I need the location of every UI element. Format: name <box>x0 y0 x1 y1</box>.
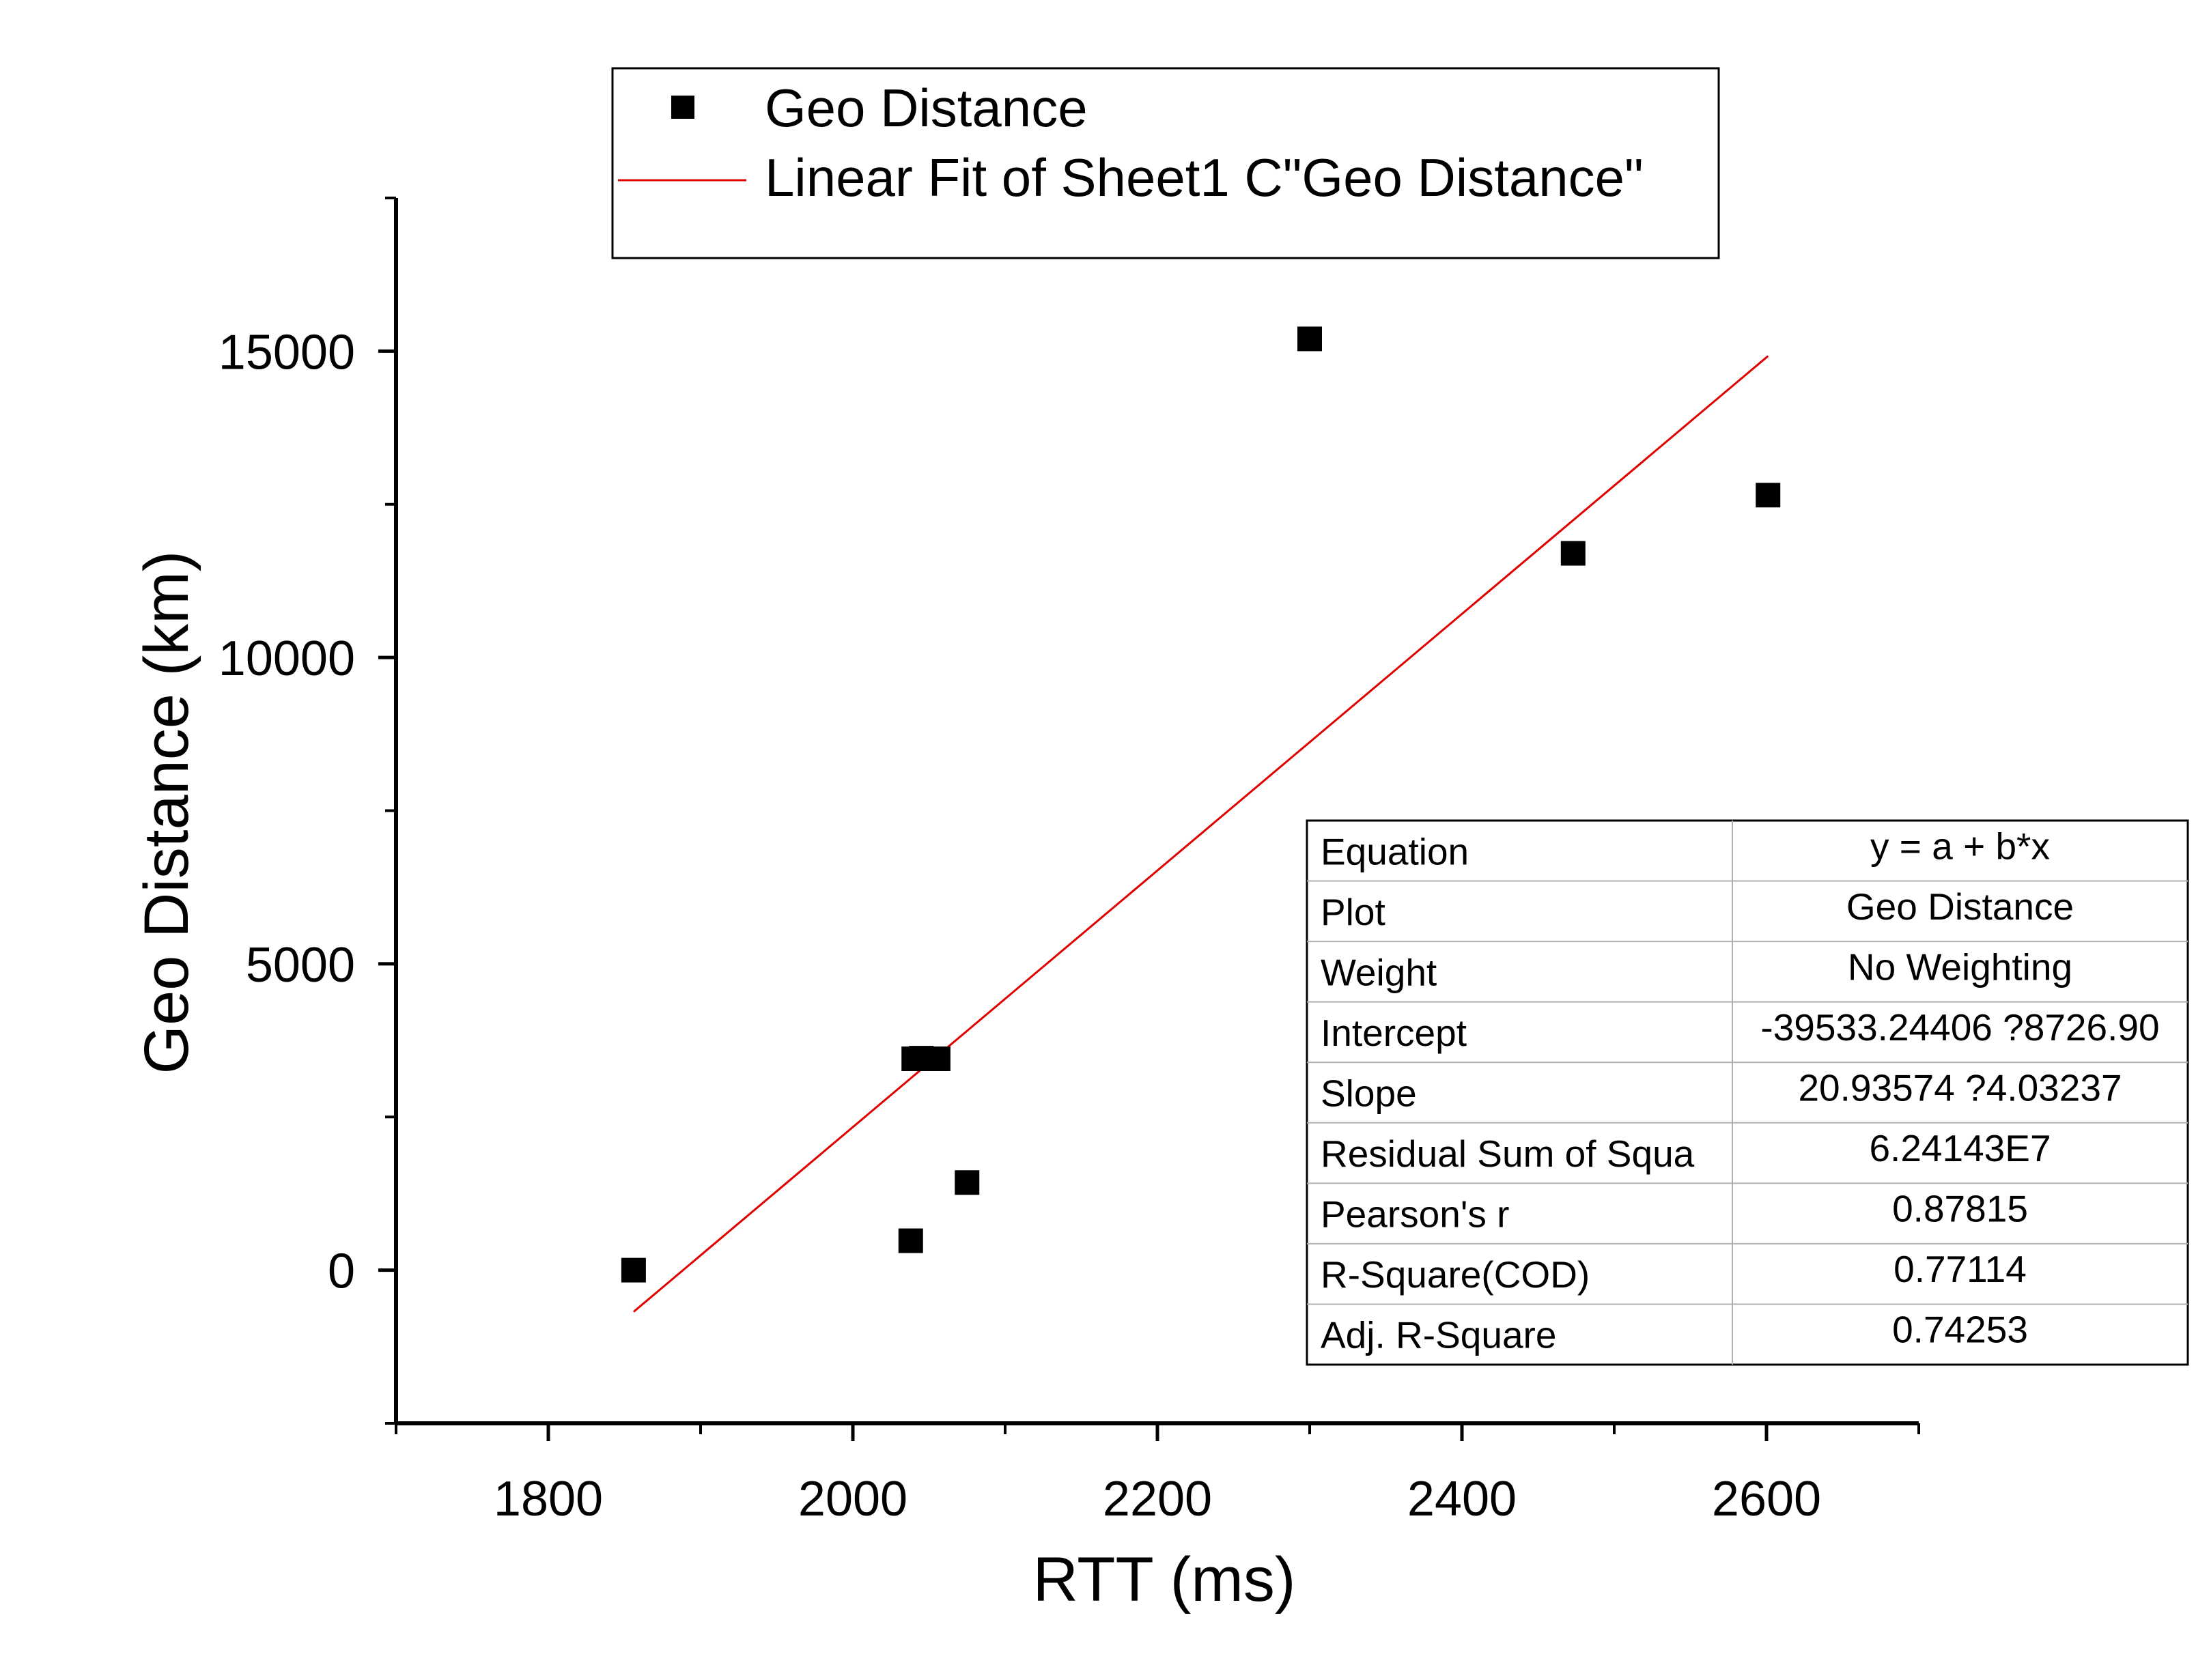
stats-row-value: y = a + b*x <box>1870 825 2050 867</box>
data-point <box>1756 483 1781 508</box>
x-tick-label: 2000 <box>798 1472 907 1526</box>
stats-row-label: Adj. R-Square <box>1321 1314 1556 1356</box>
x-tick-label: 2600 <box>1712 1472 1821 1526</box>
stats-row-value: Geo Distance <box>1846 885 2074 928</box>
stats-row-label: Pearson's r <box>1321 1193 1509 1236</box>
legend-marker-square <box>671 96 694 119</box>
fit-line-layer <box>632 355 1769 1313</box>
stats-row-value: -39533.24406 ?8726.90 <box>1760 1006 2159 1049</box>
stats-row-label: Equation <box>1321 830 1469 872</box>
legend-box <box>611 67 1720 259</box>
y-tick-label: 0 <box>328 1244 355 1299</box>
stats-row-label: Weight <box>1321 951 1437 993</box>
stats-table-border <box>1306 819 2189 1366</box>
axes: 1800 2000 2200 2400 2600 0 5000 10000 15000 RTT (… <box>132 197 1920 1614</box>
stats-row-value: 6.24143E7 <box>1869 1127 2051 1169</box>
fit-line <box>632 355 1769 1313</box>
data-point <box>955 1170 980 1195</box>
data-points <box>621 326 1781 1283</box>
data-point <box>925 1046 951 1071</box>
stats-row-label: R-Square(COD) <box>1321 1253 1590 1296</box>
legend-label: Geo Distance <box>765 78 1088 138</box>
x-tick-label: 1800 <box>494 1472 603 1526</box>
stats-row-label: Residual Sum of Squa <box>1321 1133 1695 1175</box>
x-tick-label: 2400 <box>1407 1472 1517 1526</box>
data-point <box>1297 326 1322 352</box>
stats-row-value: No Weighting <box>1848 945 2072 988</box>
stats-row-value: 0.87815 <box>1892 1188 2028 1230</box>
stats-row-value: 20.93574 ?4.03237 <box>1798 1067 2122 1109</box>
stats-row-label: Plot <box>1321 891 1385 933</box>
stats-row-value: 0.74253 <box>1892 1309 2028 1351</box>
y-axis-title: Geo Distance (km) <box>132 551 201 1074</box>
stats-row-label: Intercept <box>1321 1012 1467 1054</box>
y-tick-label: 10000 <box>219 631 355 686</box>
data-point <box>898 1228 923 1253</box>
fit-statistics-table: Equation y = a + b*x Plot Geo Distance Weigh… <box>1306 819 2189 1366</box>
legend-label: Linear Fit of Sheet1 C"Geo Distance" <box>765 147 1644 208</box>
data-point <box>621 1257 646 1283</box>
data-point <box>1560 541 1586 566</box>
y-tick-label: 5000 <box>246 938 355 993</box>
stats-row-label: Slope <box>1321 1072 1417 1115</box>
legend: Geo Distance Linear Fit of Sheet1 C"Geo D… <box>611 67 1720 259</box>
stats-row-value: 0.77114 <box>1894 1248 2027 1290</box>
x-axis-title: RTT (ms) <box>1033 1545 1296 1614</box>
x-tick-label: 2200 <box>1103 1472 1212 1526</box>
y-tick-label: 15000 <box>219 325 355 380</box>
